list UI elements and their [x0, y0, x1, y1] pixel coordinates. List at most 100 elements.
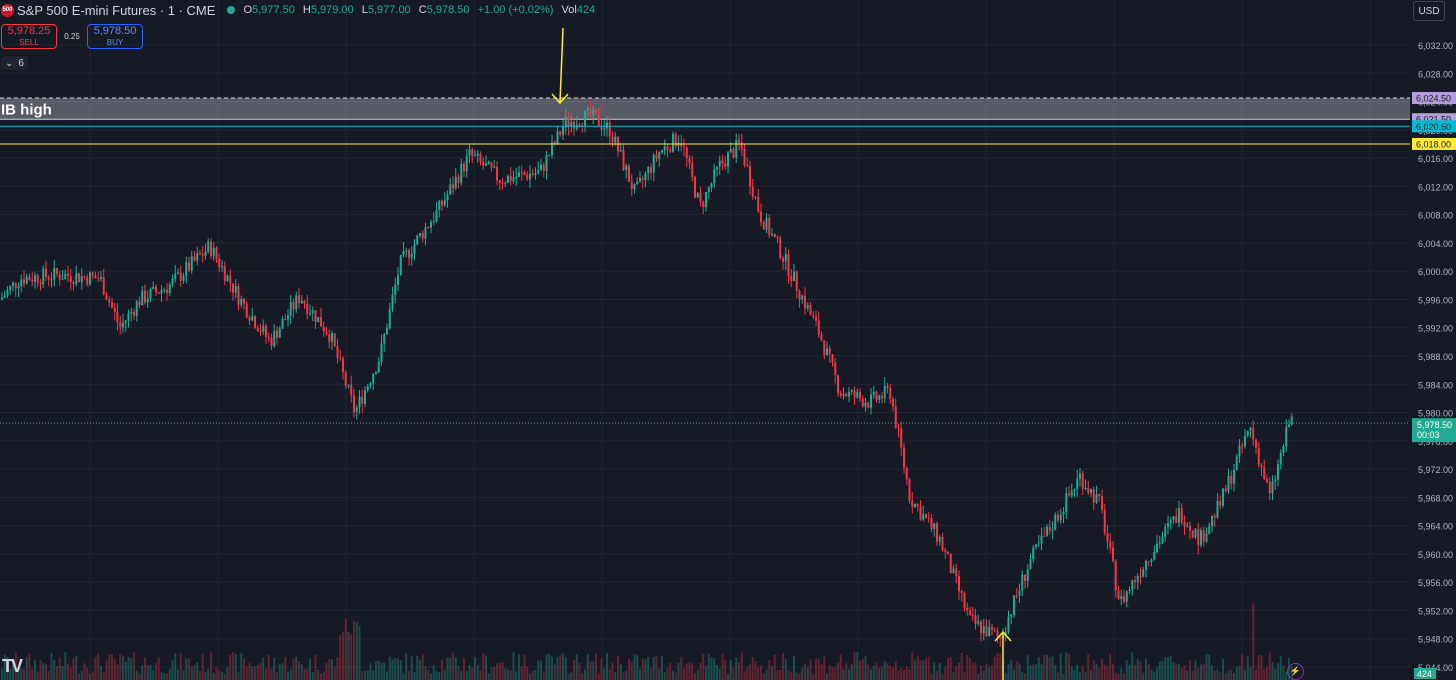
- volume-bar: [295, 656, 298, 680]
- market-status-icon[interactable]: [227, 6, 236, 14]
- volume-bar: [45, 664, 47, 680]
- volume-bar: [674, 672, 677, 680]
- volume-bar: [1227, 670, 1230, 680]
- candle-body: [949, 554, 952, 574]
- candle-body: [762, 222, 765, 230]
- candle-body: [523, 172, 526, 175]
- candle-body: [113, 307, 116, 312]
- volume-bar: [309, 658, 311, 680]
- indicators-toggle[interactable]: ⌄ 6: [1, 56, 28, 70]
- axis-tick-label: 5,984.00: [1418, 380, 1453, 390]
- candle-body: [479, 153, 482, 162]
- price-axis[interactable]: 5,944.005,948.005,952.005,956.005,960.00…: [1412, 0, 1456, 680]
- volume-bar: [474, 656, 476, 680]
- buy-button[interactable]: 5,978.50 BUY: [87, 24, 143, 49]
- currency-button[interactable]: USD: [1413, 1, 1445, 21]
- candle-body: [985, 626, 988, 637]
- candle-body: [190, 256, 193, 271]
- volume-bar: [284, 656, 287, 680]
- candle-body: [157, 292, 160, 294]
- volume-bar: [135, 670, 138, 680]
- volume-bar: [793, 655, 795, 680]
- volume-bar: [105, 660, 108, 680]
- volume-bar: [817, 658, 820, 680]
- candle-body: [856, 392, 859, 398]
- candle-body: [314, 310, 317, 323]
- volume-bar: [617, 656, 619, 680]
- candle-body: [787, 253, 790, 277]
- candle-body: [47, 276, 50, 280]
- volume-bar: [1211, 665, 1213, 680]
- candle-body: [1040, 535, 1043, 544]
- candle-body: [1106, 533, 1109, 542]
- volume-bar: [773, 654, 776, 680]
- volume-bar: [314, 654, 317, 680]
- candle-body: [199, 253, 201, 255]
- tradingview-logo-icon[interactable]: TV: [2, 656, 23, 676]
- volume-bar: [328, 658, 331, 680]
- volume-bar: [232, 652, 234, 680]
- candle-body: [919, 506, 922, 520]
- volume-bar: [75, 655, 78, 680]
- candle-body: [861, 398, 864, 407]
- candle-body: [262, 325, 265, 332]
- candle-body: [1081, 473, 1084, 489]
- ib-high-zone[interactable]: IB high: [0, 97, 1410, 120]
- symbol-title[interactable]: S&P 500 E-mini Futures · 1 · CME: [17, 2, 216, 18]
- volume-bar: [526, 666, 529, 680]
- volume-bar: [1263, 669, 1266, 680]
- lightning-icon[interactable]: ⚡: [1287, 663, 1304, 680]
- candle-body: [864, 402, 867, 407]
- volume-bar: [457, 666, 460, 680]
- axis-tick-label: 5,952.00: [1418, 606, 1453, 616]
- volume-bar: [1266, 667, 1268, 680]
- volume-bar: [1123, 673, 1125, 680]
- volume-bar: [658, 668, 661, 680]
- price-levels[interactable]: [0, 125, 1410, 424]
- sell-button[interactable]: 5,978.25 SELL: [1, 24, 57, 49]
- annotation-arrows[interactable]: [551, 27, 1012, 680]
- candle-body: [721, 160, 724, 164]
- candle-body: [1, 297, 3, 300]
- candle-body: [1263, 466, 1266, 480]
- volume-bar: [163, 673, 166, 680]
- volume-bar: [542, 671, 545, 680]
- volume-bar: [636, 655, 639, 680]
- volume-bar: [171, 660, 174, 680]
- ohlc-readout: O5,977.50 H5,979.00 L5,977.00 C5,978.50 …: [243, 4, 596, 16]
- volume-bar: [1277, 663, 1279, 680]
- volume-bar: [430, 673, 432, 680]
- candle-body: [1103, 509, 1106, 534]
- volume-bar: [644, 659, 647, 680]
- volume-bar: [124, 661, 127, 680]
- candle-body: [441, 200, 443, 206]
- volume-bar: [1051, 656, 1054, 680]
- candle-body: [174, 273, 177, 279]
- candle-body: [925, 514, 927, 518]
- volume-bar: [215, 667, 218, 680]
- candle-body: [853, 390, 856, 398]
- candle-body: [905, 467, 908, 480]
- candle-body: [710, 183, 713, 188]
- candle-body: [1084, 487, 1087, 489]
- candle-body: [83, 276, 86, 278]
- candle-body: [322, 326, 325, 332]
- candle-body: [716, 166, 718, 170]
- candle-body: [1035, 544, 1037, 548]
- volume-bar: [1098, 667, 1101, 680]
- volume-bar: [982, 670, 985, 680]
- volume-bar: [476, 664, 479, 680]
- volume-bar: [672, 670, 674, 680]
- candle-body: [487, 161, 490, 164]
- volume-bar: [721, 653, 724, 680]
- volume-bar: [988, 667, 991, 680]
- volume-bar: [969, 658, 971, 680]
- countdown-tag: 00:03: [1417, 430, 1440, 440]
- volume-bar: [463, 658, 465, 680]
- candle-body: [1164, 526, 1167, 537]
- candle-body: [416, 235, 419, 245]
- candle-body: [146, 299, 149, 303]
- candle-body: [1079, 473, 1081, 479]
- candle-body: [399, 254, 402, 276]
